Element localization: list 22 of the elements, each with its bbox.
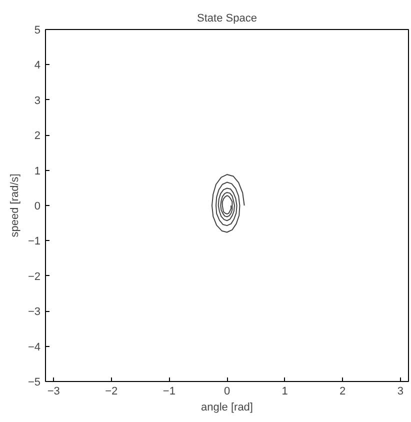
x-tick-label: 3 [397,386,404,398]
x-axis-title: angle [rad] [201,402,253,414]
y-tick-label: 0 [34,200,41,212]
y-tick-label: 4 [34,60,41,72]
y-tick-label: −3 [28,306,41,318]
y-tick-label: 3 [34,94,41,107]
y-tick-label: 1 [34,165,41,178]
y-tick-label: 2 [34,130,41,142]
y-tick-label: −4 [28,341,41,354]
y-tick-label: −1 [28,236,41,248]
y-tick-label: −5 [28,376,41,388]
line-series [211,174,245,233]
x-tick-label: −1 [162,386,176,398]
x-tick-label: 1 [282,386,288,398]
x-tick-label: −3 [47,386,60,398]
x-tick-label: −2 [105,386,118,398]
x-tick-label: 2 [340,386,346,398]
x-tick-label: 0 [224,386,230,398]
y-tick-label: 5 [34,24,41,36]
y-tick-label: −2 [28,270,41,283]
y-axis-title: speed [rad/s] [8,174,21,238]
chart-title: State Space [197,12,257,24]
